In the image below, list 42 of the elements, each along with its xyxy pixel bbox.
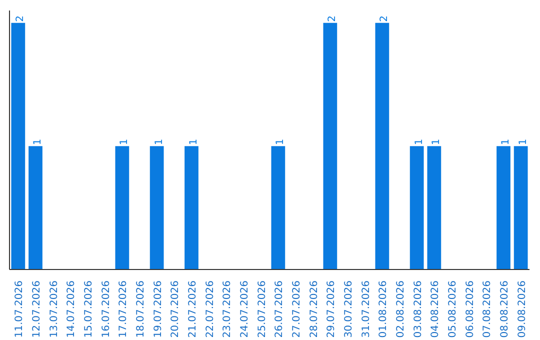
data-label: 1	[32, 138, 44, 146]
data-label: 1	[518, 138, 529, 146]
x-tick-label: 27.07.2026	[292, 280, 302, 338]
x-tick-label: 15.07.2026	[84, 280, 94, 338]
data-label: 2	[379, 15, 390, 22]
data-label: 1	[188, 138, 200, 146]
x-tick-label: 24.07.2026	[240, 280, 250, 338]
data-label: 1	[154, 138, 165, 146]
x-tick-label: 02.08.2026	[396, 280, 406, 338]
x-tick-label: 17.07.2026	[118, 280, 130, 338]
x-tick-label: 19.07.2026	[152, 280, 164, 338]
x-tick-label: 04.08.2026	[430, 280, 442, 338]
x-tick-label: 21.07.2026	[188, 280, 198, 338]
x-tick-label: 08.08.2026	[500, 280, 510, 338]
x-tick-label: 23.07.2026	[222, 280, 234, 338]
x-tick-label: 28.07.2026	[308, 280, 320, 338]
x-tick-label: 11.07.2026	[14, 280, 26, 338]
x-tick-label: 13.07.2026	[48, 280, 60, 338]
x-tick-label: 01.08.2026	[378, 280, 390, 338]
x-tick-label: 30.07.2026	[344, 280, 354, 338]
x-tick-label: 12.07.2026	[32, 280, 42, 338]
data-label: 1	[119, 138, 130, 146]
data-label: 1	[500, 138, 512, 146]
x-tick-label: 07.08.2026	[482, 280, 494, 338]
x-tick-label: 18.07.2026	[136, 280, 146, 338]
x-tick-label: 06.08.2026	[464, 280, 476, 338]
x-tick-label: 14.07.2026	[66, 280, 78, 338]
x-tick-label: 20.07.2026	[170, 280, 182, 338]
x-tick-label: 25.07.2026	[256, 280, 268, 338]
data-label: 2	[15, 15, 26, 22]
x-tick-label: 03.08.2026	[412, 280, 424, 338]
x-tick-label: 05.08.2026	[448, 280, 458, 338]
data-label: 1	[275, 138, 286, 146]
x-tick-label: 29.07.2026	[326, 280, 338, 338]
data-label: 2	[327, 15, 338, 22]
x-tick-label: 22.07.2026	[204, 280, 216, 338]
x-tick-label: 16.07.2026	[100, 280, 112, 338]
data-label: 1	[414, 138, 425, 146]
data-label: 1	[431, 138, 442, 146]
x-tick-label: 31.07.2026	[360, 280, 372, 338]
x-tick-label: 09.08.2026	[516, 280, 528, 338]
x-tick-label: 26.07.2026	[274, 280, 286, 338]
